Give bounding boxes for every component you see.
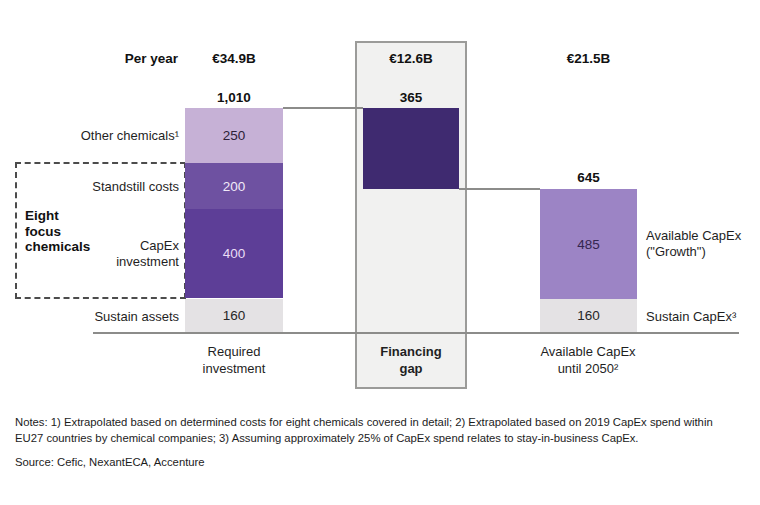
available-total-value: 645 [540,170,637,185]
connector-line-required-to-gap [283,107,363,109]
segment-value-sustain-capex: 160 [577,308,600,323]
segment-value-capex-investment: 400 [223,246,246,261]
per-year-label: Per year [98,51,178,66]
segment-available-growth: 485 [540,189,637,299]
segment-value-other-chemicals: 250 [223,128,246,143]
segment-sustain-assets: 160 [185,299,283,332]
waterfall-chart: Per year €34.9B €12.6B €21.5B 1,010 365 … [0,0,760,505]
segment-sustain-capex: 160 [540,299,637,332]
label-sustain-assets: Sustain assets [29,309,179,325]
notes-text: Notes: 1) Extrapolated based on determin… [15,414,733,447]
gap-total-value: 365 [355,90,467,105]
segment-value-sustain-assets: 160 [223,308,246,323]
source-text: Source: Cefic, NexantECA, Accenture [15,456,515,468]
label-other-chemicals: Other chemicals¹ [29,128,179,144]
baseline-axis [93,332,739,334]
required-per-year-value: €34.9B [185,51,283,66]
segment-value-standstill-costs: 200 [223,179,246,194]
axis-label-financing-gap: Financing gap [355,344,467,377]
segment-capex-investment: 400 [185,209,283,298]
required-total-value: 1,010 [185,90,283,105]
gap-per-year-value: €12.6B [355,51,467,66]
label-sustain-capex: Sustain CapEx³ [646,309,756,325]
available-per-year-value: €21.5B [540,51,637,66]
segment-value-available-growth: 485 [577,237,600,252]
segment-other-chemicals: 250 [185,108,283,163]
label-available-growth: Available CapEx ("Growth") [646,228,756,260]
axis-label-required-investment: Required investment [185,344,283,377]
segment-standstill-costs: 200 [185,163,283,209]
connector-line-gap-to-available [459,188,540,190]
segment-financing-gap [363,108,459,189]
eight-focus-chemicals-label: Eight focus chemicals [25,208,90,255]
axis-label-available-capex: Available CapEx until 2050² [519,344,657,377]
